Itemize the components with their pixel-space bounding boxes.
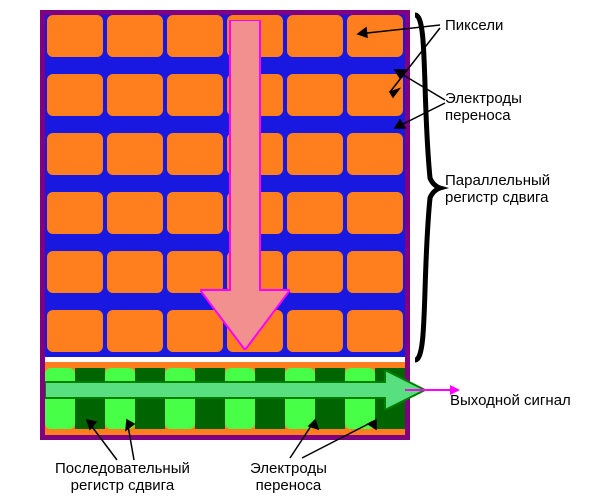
label-transfer-electrodes: Электродыпереноса — [445, 90, 522, 125]
right-arrow-icon — [45, 370, 445, 410]
label-pixels: Пиксели — [445, 17, 503, 34]
label-output-signal: Выходной сигнал — [450, 392, 571, 409]
label-parallel-register: Параллельныйрегистр сдвига — [445, 172, 550, 207]
label-bottom-electrodes: Электродыпереноса — [250, 460, 327, 495]
down-arrow-icon — [200, 20, 290, 350]
label-serial-register: Последовательныйрегистр сдвига — [55, 460, 190, 495]
